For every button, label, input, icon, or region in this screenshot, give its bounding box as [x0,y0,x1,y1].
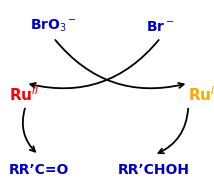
Text: Br$^-$: Br$^-$ [146,20,175,34]
Text: BrO$_3$$^-$: BrO$_3$$^-$ [30,18,77,34]
Text: Ru$^{II}$: Ru$^{II}$ [9,85,39,104]
Text: RR’C=O: RR’C=O [8,163,69,177]
Text: Ru$^{IV}$: Ru$^{IV}$ [188,85,214,104]
Text: RR’CHOH: RR’CHOH [118,163,190,177]
